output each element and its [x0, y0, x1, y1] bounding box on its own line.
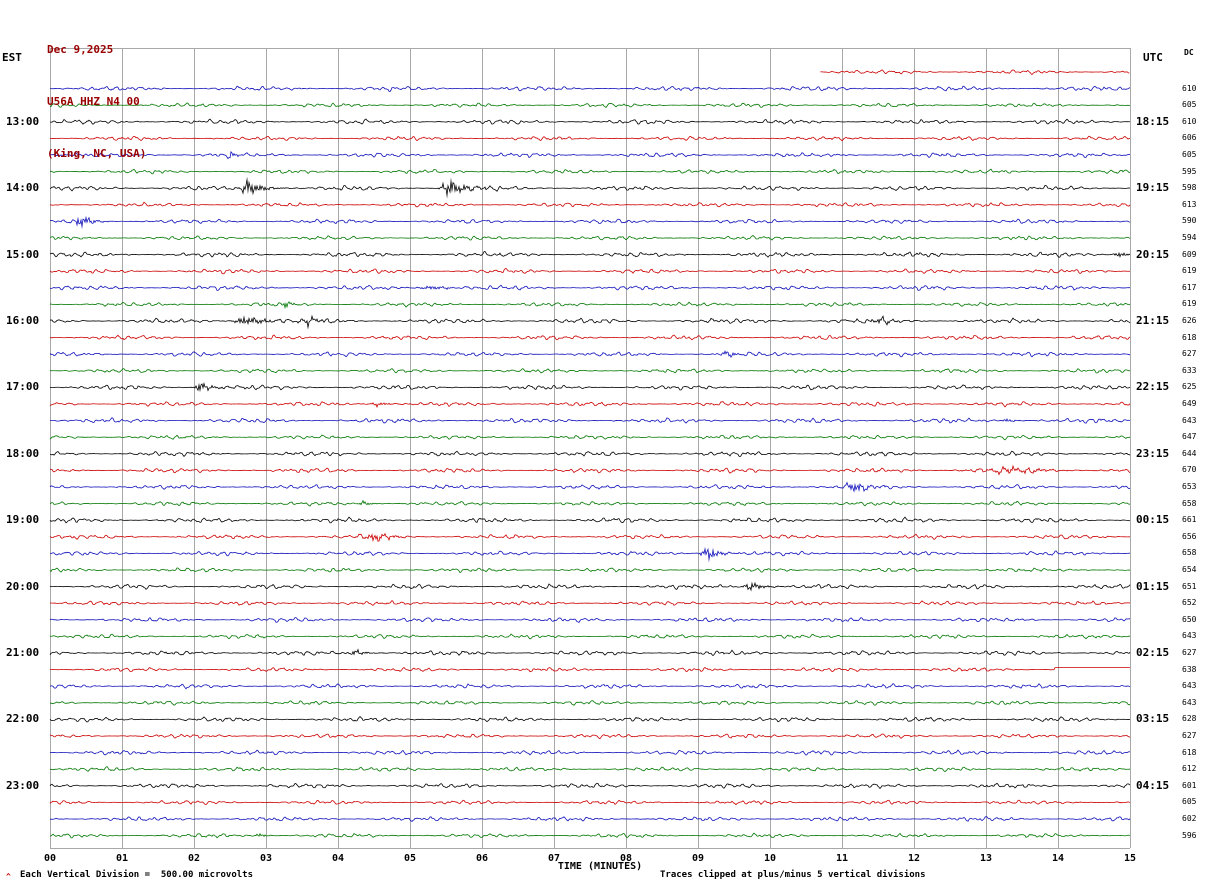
dc-value: 605 — [1182, 150, 1197, 159]
dc-value: 652 — [1182, 598, 1197, 608]
dc-value: 619 — [1182, 266, 1197, 276]
title-block: Dec 9,2025 U56A HHZ N4 00 (King, NC, USA… — [47, 5, 146, 199]
dc-value: 627 — [1182, 648, 1197, 657]
est-time-label: 18:00 — [6, 446, 40, 460]
dc-value: 647 — [1182, 432, 1197, 442]
x-tick-label: 06 — [475, 853, 489, 864]
utc-time-label: 00:15 — [1136, 513, 1170, 527]
dc-value: 602 — [1182, 814, 1197, 823]
est-time-label: 15:00 — [6, 247, 40, 261]
x-tick-label: 02 — [187, 853, 201, 864]
dc-value: 618 — [1182, 332, 1197, 342]
x-tick-label: 07 — [547, 853, 561, 864]
utc-axis-label: UTC — [1143, 51, 1163, 64]
dc-value: 661 — [1182, 515, 1197, 525]
dc-value: 618 — [1182, 747, 1197, 757]
dc-value: 638 — [1182, 664, 1197, 674]
est-time-label: 22:00 — [6, 712, 40, 726]
x-tick-label: 01 — [115, 853, 129, 864]
dc-value: 590 — [1182, 216, 1197, 226]
dc-value: 612 — [1182, 764, 1197, 774]
dc-value: 656 — [1182, 531, 1197, 541]
dc-value: 606 — [1182, 133, 1197, 143]
utc-time-label: 01:15 — [1136, 579, 1170, 593]
dc-value: 598 — [1182, 183, 1197, 193]
dc-value: 605 — [1182, 100, 1197, 110]
dc-value: 617 — [1182, 282, 1197, 292]
dc-value: 651 — [1182, 581, 1197, 591]
x-tick-label: 03 — [259, 853, 273, 864]
dc-axis-label: DC — [1184, 48, 1194, 57]
dc-value: 643 — [1182, 681, 1197, 691]
utc-time-label: 22:15 — [1136, 380, 1170, 394]
dc-value: 594 — [1182, 233, 1197, 242]
dc-value: 610 — [1182, 116, 1197, 126]
x-tick-label: 00 — [43, 853, 57, 864]
dc-value: 654 — [1182, 565, 1197, 574]
footer-clip-note: Traces clipped at plus/minus 5 vertical … — [660, 870, 926, 880]
dc-value: 605 — [1182, 797, 1197, 807]
est-time-label: 13:00 — [6, 114, 40, 128]
footer-scale-note: Each Vertical Division = 500.00 microvol… — [20, 870, 253, 880]
est-time-label: 20:00 — [6, 579, 40, 593]
x-tick-label: 10 — [763, 853, 777, 864]
location-label: (King, NC, USA) — [47, 147, 147, 160]
utc-time-label: 21:15 — [1136, 314, 1170, 327]
dc-value: 649 — [1182, 399, 1197, 408]
x-tick-label: 15 — [1123, 853, 1137, 864]
x-tick-label: 08 — [619, 853, 633, 864]
dc-value: 643 — [1182, 415, 1197, 425]
station-label: U56A HHZ N4 00 — [47, 95, 140, 108]
dc-value: 625 — [1182, 382, 1197, 392]
dc-value: 619 — [1182, 299, 1197, 309]
utc-time-label: 18:15 — [1136, 114, 1170, 128]
est-time-label: 17:00 — [6, 380, 40, 394]
est-time-label: 23:00 — [6, 778, 40, 792]
utc-time-label: 23:15 — [1136, 446, 1170, 460]
est-time-label: 19:00 — [6, 513, 40, 527]
est-time-label: 21:00 — [6, 646, 40, 659]
dc-value: 613 — [1182, 199, 1197, 209]
dc-value: 670 — [1182, 465, 1197, 475]
x-tick-label: 05 — [403, 853, 417, 864]
dc-value: 653 — [1182, 482, 1197, 491]
utc-time-label: 20:15 — [1136, 247, 1170, 261]
est-axis-label: EST — [2, 51, 22, 64]
x-tick-label: 13 — [979, 853, 993, 864]
x-tick-label: 11 — [835, 853, 849, 864]
footer-mark: ^ — [6, 872, 11, 881]
dc-value: 610 — [1182, 83, 1197, 93]
dc-value: 609 — [1182, 249, 1197, 259]
dc-value: 595 — [1182, 166, 1197, 176]
utc-time-label: 02:15 — [1136, 646, 1170, 659]
dc-value: 658 — [1182, 548, 1197, 558]
dc-value: 650 — [1182, 614, 1197, 624]
dc-value: 627 — [1182, 731, 1197, 740]
dc-value: 643 — [1182, 697, 1197, 707]
dc-value: 644 — [1182, 448, 1197, 458]
dc-value: 628 — [1182, 714, 1197, 724]
utc-time-label: 19:15 — [1136, 181, 1170, 195]
x-tick-label: 14 — [1051, 853, 1065, 864]
utc-time-label: 03:15 — [1136, 712, 1170, 726]
x-tick-label: 12 — [907, 853, 921, 864]
est-time-label: 14:00 — [6, 181, 40, 195]
dc-value: 596 — [1182, 830, 1197, 840]
est-time-label: 16:00 — [6, 314, 40, 327]
utc-time-label: 04:15 — [1136, 778, 1170, 792]
dc-value: 626 — [1182, 316, 1197, 325]
date-label: Dec 9,2025 — [47, 43, 114, 56]
x-tick-label: 04 — [331, 853, 345, 864]
dc-value: 601 — [1182, 780, 1197, 790]
dc-value: 643 — [1182, 631, 1197, 641]
x-axis-title: TIME (MINUTES) — [557, 861, 643, 872]
dc-value: 633 — [1182, 365, 1197, 375]
x-tick-label: 09 — [691, 853, 705, 864]
dc-value: 627 — [1182, 349, 1197, 359]
dc-value: 658 — [1182, 498, 1197, 508]
